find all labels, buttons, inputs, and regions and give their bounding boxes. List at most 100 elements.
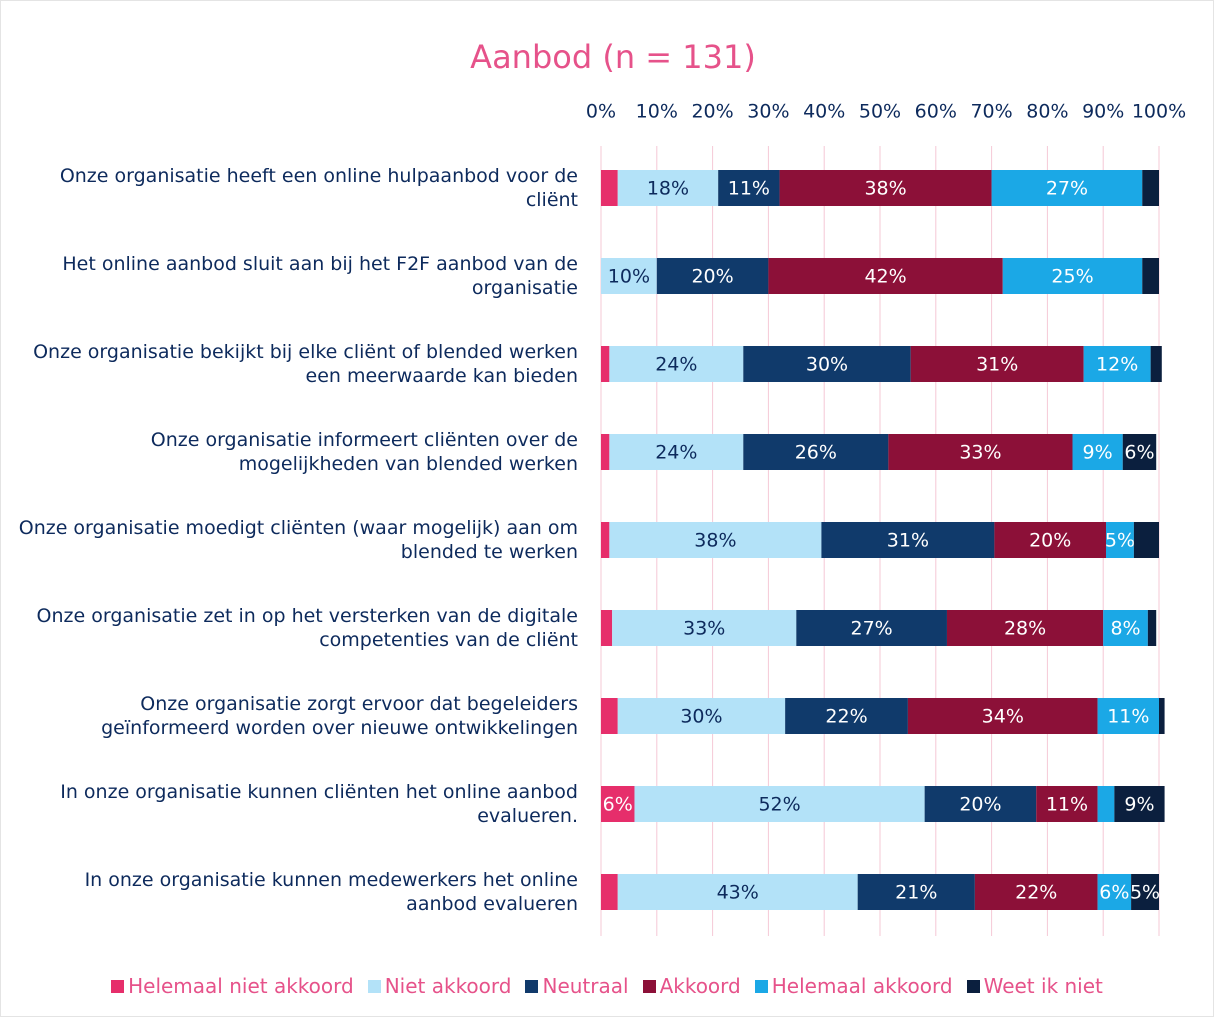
data-label: 8% xyxy=(1110,618,1140,640)
legend-label: Neutraal xyxy=(542,974,629,998)
x-tick-label: 40% xyxy=(803,101,845,123)
bar-segment xyxy=(1097,874,1132,910)
data-label: 9% xyxy=(1124,794,1154,816)
bar-segment xyxy=(857,874,975,910)
bar-segment xyxy=(1159,698,1165,734)
bar-segment xyxy=(1147,610,1157,646)
category-label: Onze organisatie bekijkt bij elke cliënt… xyxy=(33,341,578,387)
bar-segment xyxy=(656,258,769,294)
data-label: 38% xyxy=(694,530,736,552)
bar-segment xyxy=(1122,434,1157,470)
category-label: Onze organisatie zorgt ervoor dat begele… xyxy=(101,693,578,739)
x-tick-label: 80% xyxy=(1026,101,1068,123)
data-label: 12% xyxy=(1096,354,1138,376)
data-label: 33% xyxy=(683,618,725,640)
legend-swatch xyxy=(111,979,125,993)
category-label: In onze organisatie kunnen cliënten het … xyxy=(60,781,578,827)
data-label: 11% xyxy=(1107,706,1149,728)
data-label: 11% xyxy=(728,178,770,200)
bar-segment xyxy=(617,874,858,910)
x-tick-label: 0% xyxy=(586,101,616,123)
x-tick-label: 90% xyxy=(1082,101,1124,123)
bar-segment xyxy=(924,786,1037,822)
legend-label: Helemaal akkoord xyxy=(771,974,953,998)
legend-item: Akkoord xyxy=(642,974,741,998)
bar-segment xyxy=(1103,610,1148,646)
data-label: 30% xyxy=(806,354,848,376)
bar-segment xyxy=(609,522,822,558)
data-label: 43% xyxy=(717,882,759,904)
data-label: 31% xyxy=(976,354,1018,376)
bar-segment xyxy=(796,610,947,646)
bar-segment xyxy=(910,346,1084,382)
bar-segment xyxy=(974,874,1098,910)
bar-segment xyxy=(1097,698,1159,734)
bar-segment xyxy=(612,610,797,646)
data-label: 24% xyxy=(655,442,697,464)
category-label: Onze organisatie moedigt cliënten (waar … xyxy=(18,517,578,563)
bar-segment xyxy=(821,522,995,558)
legend: Helemaal niet akkoord Niet akkoord Neutraa… xyxy=(1,974,1213,998)
x-tick-label: 70% xyxy=(970,101,1012,123)
data-label: 21% xyxy=(895,882,937,904)
data-label: 28% xyxy=(1004,618,1046,640)
x-tick-label: 30% xyxy=(747,101,789,123)
data-label: 24% xyxy=(655,354,697,376)
data-label: 20% xyxy=(959,794,1001,816)
legend-swatch xyxy=(642,979,656,993)
data-label: 22% xyxy=(825,706,867,728)
bar-segment xyxy=(601,258,657,294)
bar-segment xyxy=(601,522,610,558)
bar-segment xyxy=(609,346,744,382)
legend-swatch xyxy=(754,979,768,993)
bar-segment xyxy=(946,610,1104,646)
legend-swatch xyxy=(525,979,539,993)
bar-segment xyxy=(785,698,908,734)
bar-segment xyxy=(1105,522,1134,558)
bar-segment xyxy=(907,698,1098,734)
bar-segment xyxy=(601,170,618,206)
bar-segment xyxy=(1131,874,1159,910)
data-label: 5% xyxy=(1105,530,1135,552)
legend-label: Niet akkoord xyxy=(384,974,512,998)
x-tick-label: 50% xyxy=(859,101,901,123)
bar-segment xyxy=(888,434,1073,470)
data-label: 6% xyxy=(1099,882,1129,904)
data-label: 52% xyxy=(758,794,800,816)
category-label: Onze organisatie zet in op het versterke… xyxy=(36,605,578,651)
data-label: 30% xyxy=(680,706,722,728)
chart-title: Aanbod (n = 131) xyxy=(470,38,756,76)
data-label: 5% xyxy=(1130,882,1160,904)
bar-segment xyxy=(1133,522,1159,558)
bar-segment xyxy=(1072,434,1123,470)
data-label: 18% xyxy=(647,178,689,200)
data-label: 6% xyxy=(603,794,633,816)
legend-swatch xyxy=(966,979,980,993)
legend-label: Helemaal niet akkoord xyxy=(128,974,354,998)
data-label: 26% xyxy=(795,442,837,464)
data-label: 42% xyxy=(864,266,906,288)
data-label: 20% xyxy=(691,266,733,288)
data-label: 20% xyxy=(1029,530,1071,552)
data-label: 9% xyxy=(1083,442,1113,464)
bar-segment xyxy=(718,170,780,206)
x-tick-label: 20% xyxy=(691,101,733,123)
bar-segment xyxy=(601,610,613,646)
bar-segment xyxy=(617,170,719,206)
bar-segment xyxy=(1097,786,1115,822)
bar-segment xyxy=(1150,346,1162,382)
data-label: 27% xyxy=(851,618,893,640)
data-label: 11% xyxy=(1046,794,1088,816)
data-label: 6% xyxy=(1124,442,1154,464)
category-label: Onze organisatie heeft een online hulpaa… xyxy=(59,165,578,211)
bar-segment xyxy=(1114,786,1165,822)
legend-item: Helemaal niet akkoord xyxy=(111,974,354,998)
legend-label: Akkoord xyxy=(659,974,741,998)
data-label: 25% xyxy=(1051,266,1093,288)
data-label: 10% xyxy=(608,266,650,288)
bar-segment xyxy=(617,698,786,734)
legend-label: Weet ik niet xyxy=(983,974,1103,998)
bar-segment xyxy=(991,170,1143,206)
category-label: Onze organisatie informeert cliënten ove… xyxy=(150,429,578,475)
legend-item: Niet akkoord xyxy=(367,974,512,998)
